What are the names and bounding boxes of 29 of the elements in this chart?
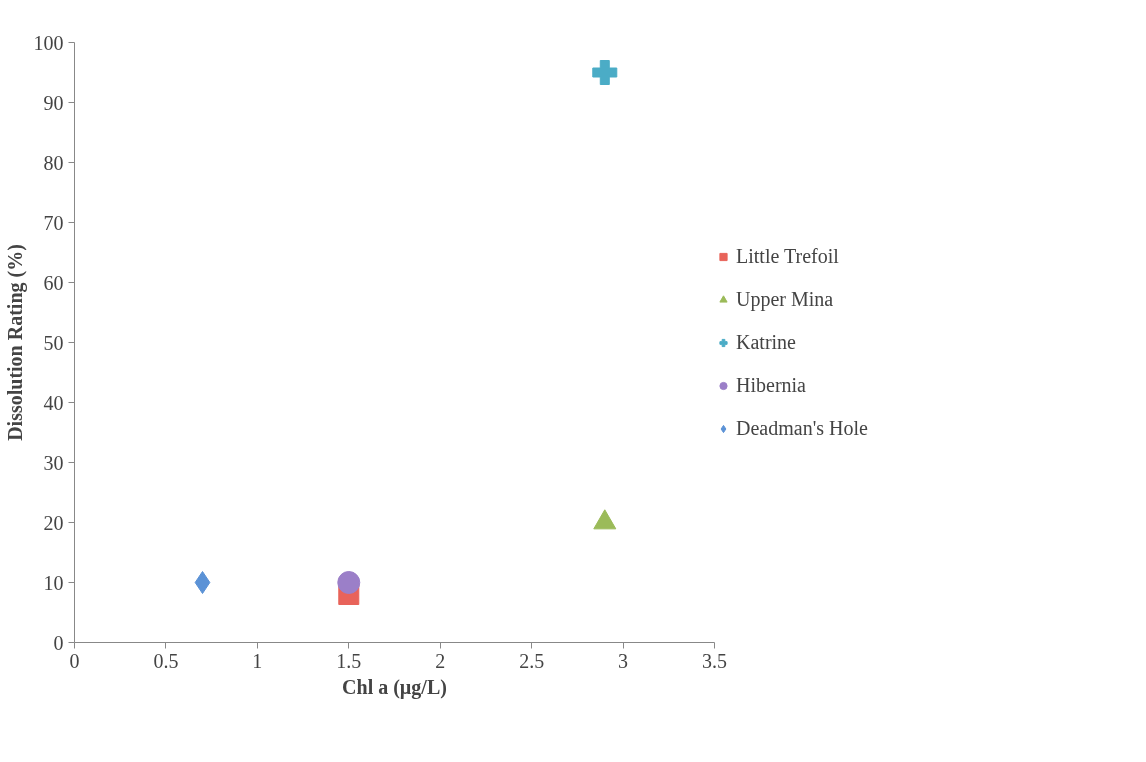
legend-label: Little Trefoil (736, 244, 839, 268)
y-tick-label: 100 (33, 31, 64, 54)
x-tick-label: 0.5 (153, 649, 179, 672)
legend-label: Upper Mina (736, 287, 834, 311)
y-tick-label: 30 (43, 451, 64, 474)
x-tick-label: 0 (69, 649, 80, 672)
x-tick-label: 1 (252, 649, 263, 672)
x-tick-label: 3.5 (702, 649, 727, 672)
y-tick-label: 10 (43, 571, 64, 594)
y-tick-label: 0 (53, 631, 64, 654)
x-tick-label: 3 (618, 649, 629, 672)
y-tick-label: 60 (43, 271, 64, 294)
point (194, 571, 211, 594)
legend-label: Hibernia (736, 373, 806, 397)
x-tick-label: 1.5 (336, 649, 362, 672)
y-tick-label: 40 (43, 391, 64, 414)
x-tick-label: 2 (435, 649, 446, 672)
point (592, 60, 618, 85)
y-tick-label: 80 (43, 151, 64, 174)
y-tick-label: 70 (43, 211, 64, 234)
x-axis-title: Chl a (µg/L) (342, 675, 447, 699)
point (337, 571, 361, 594)
y-tick-label: 20 (43, 511, 64, 534)
y-axis-title: Dissolution Rating (%) (3, 244, 27, 441)
x-tick-label: 2.5 (519, 649, 545, 672)
legend-label: Katrine (736, 330, 796, 354)
legend-label: Deadman's Hole (736, 416, 868, 440)
y-tick-label: 50 (43, 331, 64, 354)
y-tick-label: 90 (43, 91, 64, 114)
